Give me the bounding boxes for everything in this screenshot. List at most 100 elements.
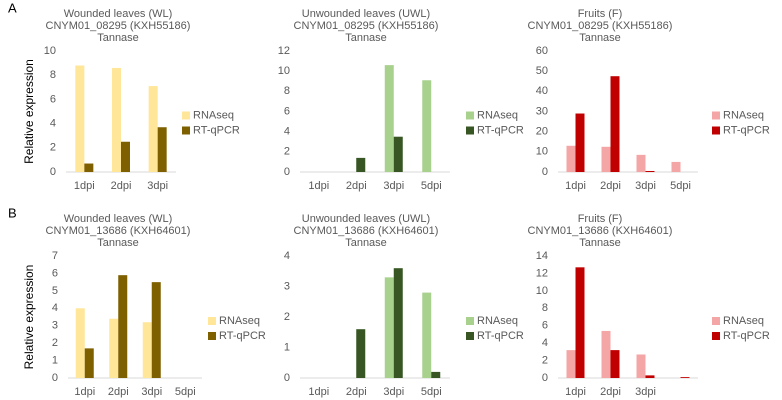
bar — [680, 377, 690, 378]
chart-title: Tannase — [345, 237, 387, 249]
legend-label: RT-qPCR — [477, 124, 524, 136]
bar — [431, 371, 441, 378]
y-tick-label: 14 — [536, 250, 548, 262]
x-tick-label: 2dpi — [600, 180, 621, 192]
bar — [645, 375, 655, 378]
y-tick-label: 4 — [52, 302, 58, 314]
bar — [75, 308, 85, 378]
y-tick-label: 50 — [536, 65, 548, 77]
legend-label: RNAseq — [723, 109, 764, 121]
y-tick-label: 3 — [52, 320, 58, 332]
bar — [601, 330, 611, 378]
x-tick-label: 5dpi — [421, 386, 442, 398]
y-tick-label: 8 — [284, 85, 290, 97]
y-tick-label: 8 — [542, 302, 548, 314]
x-tick-label: 2dpi — [600, 386, 621, 398]
chart-title: CNYM01_08295 (KXH55186) — [528, 20, 673, 32]
bar — [645, 170, 655, 172]
legend-swatch — [712, 317, 720, 325]
bar — [356, 329, 366, 378]
legend-swatch — [466, 332, 474, 340]
chart-title: Fruits (F) — [578, 8, 623, 20]
x-tick-label: 1dpi — [74, 180, 95, 192]
bar — [109, 318, 119, 378]
legend-label: RT-qPCR — [219, 330, 266, 342]
chart-title: Tannase — [97, 237, 139, 249]
bar — [356, 157, 366, 172]
legend-swatch — [712, 126, 720, 135]
y-tick-label: 7 — [52, 250, 58, 262]
y-tick-label: 2 — [284, 146, 290, 158]
bar — [112, 67, 121, 172]
legend-swatch — [466, 317, 474, 325]
bar — [118, 275, 128, 378]
y-tick-label: 4 — [542, 337, 548, 349]
bar — [566, 145, 576, 172]
legend-label: RT-qPCR — [723, 330, 770, 342]
y-tick-label: 2 — [50, 142, 56, 154]
y-tick-label: 6 — [284, 105, 290, 117]
y-tick-label: 1 — [284, 341, 290, 353]
bar — [610, 76, 620, 172]
x-tick-label: 3dpi — [383, 386, 404, 398]
y-tick-label: 1 — [52, 354, 58, 366]
chart-title: CNYM01_13686 (KXH64601) — [46, 225, 191, 237]
x-tick-label: 1dpi — [565, 180, 586, 192]
legend-swatch — [182, 111, 190, 120]
y-axis-label: Relative expression — [22, 59, 36, 164]
bar — [84, 348, 94, 378]
bar — [75, 65, 85, 172]
x-tick-label: 3dpi — [635, 180, 656, 192]
x-tick-label: 2dpi — [108, 386, 129, 398]
panel-label: B — [8, 205, 17, 220]
bar — [142, 322, 152, 378]
chart-title: CNYM01_13686 (KXH64601) — [294, 225, 439, 237]
y-tick-label: 30 — [536, 105, 548, 117]
bar — [384, 277, 394, 378]
chart-title: Unwounded leaves (UWL) — [302, 8, 430, 20]
legend-swatch — [712, 332, 720, 340]
y-tick-label: 8 — [50, 69, 56, 81]
bar — [393, 136, 403, 172]
bar — [384, 65, 394, 172]
legend-label: RT-qPCR — [723, 124, 770, 136]
chart-title: CNYM01_13686 (KXH64601) — [528, 225, 673, 237]
panel-label: A — [8, 0, 17, 15]
bar — [610, 350, 620, 378]
y-tick-label: 10 — [44, 45, 56, 57]
chart-title: Tannase — [345, 32, 387, 44]
legend-label: RT-qPCR — [193, 124, 240, 136]
x-tick-label: 3dpi — [635, 386, 656, 398]
y-tick-label: 10 — [278, 65, 290, 77]
legend-swatch — [208, 317, 216, 325]
y-tick-label: 20 — [536, 126, 548, 138]
legend-label: RNAseq — [477, 315, 518, 327]
y-tick-label: 6 — [50, 93, 56, 105]
y-tick-label: 10 — [536, 146, 548, 158]
y-tick-label: 5 — [52, 285, 58, 297]
x-tick-label: 1dpi — [565, 386, 586, 398]
chart-title: Tannase — [579, 32, 621, 44]
legend-label: RT-qPCR — [477, 330, 524, 342]
x-tick-label: 2dpi — [346, 386, 367, 398]
y-tick-label: 12 — [278, 45, 290, 57]
chart-title: Tannase — [579, 237, 621, 249]
chart-title: Tannase — [97, 32, 139, 44]
bar — [157, 127, 167, 172]
bar — [575, 113, 585, 172]
bar — [566, 350, 576, 378]
y-tick-label: 2 — [284, 311, 290, 323]
legend-label: RNAseq — [477, 109, 518, 121]
bar — [393, 268, 403, 378]
x-tick-label: 5dpi — [175, 386, 196, 398]
y-tick-label: 6 — [52, 267, 58, 279]
legend-label: RNAseq — [193, 109, 234, 121]
chart-title: CNYM01_08295 (KXH55186) — [294, 20, 439, 32]
legend-label: RNAseq — [219, 315, 260, 327]
legend-swatch — [208, 332, 216, 340]
chart-title: Wounded leaves (WL) — [64, 213, 173, 225]
y-tick-label: 0 — [284, 372, 290, 384]
bar — [148, 86, 158, 172]
y-tick-label: 40 — [536, 85, 548, 97]
